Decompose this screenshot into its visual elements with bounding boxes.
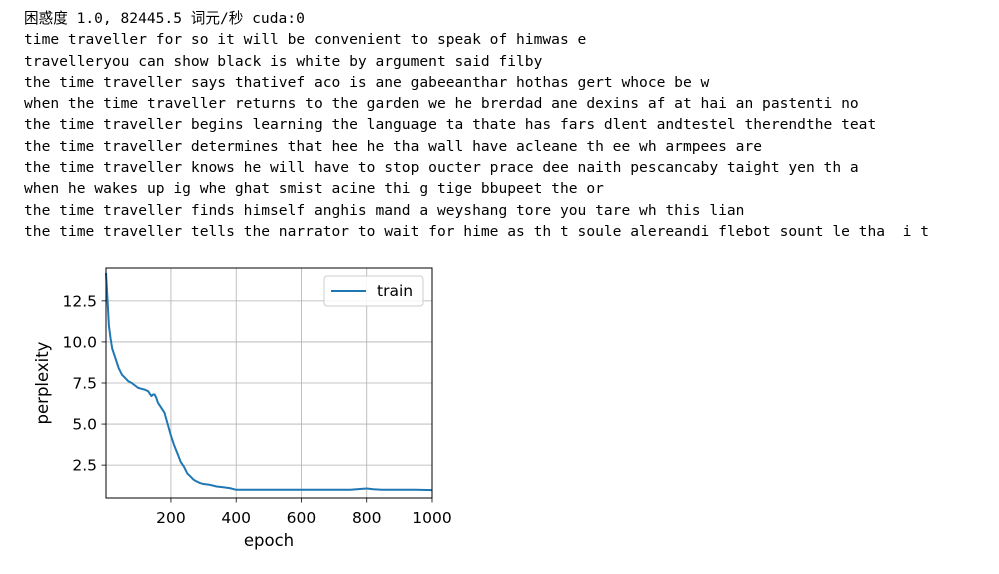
output-line: the time traveller begins learning the l… bbox=[24, 116, 877, 134]
y-tick-label: 7.5 bbox=[72, 375, 97, 393]
y-axis-label: perplexity bbox=[33, 341, 52, 424]
output-line: the time traveller knows he will have to… bbox=[24, 159, 859, 177]
output-line: time traveller for so it will be conveni… bbox=[24, 31, 587, 49]
legend-box bbox=[323, 275, 424, 307]
x-tick-label: 400 bbox=[221, 509, 251, 527]
x-axis-label: epoch bbox=[244, 531, 294, 550]
x-tick-label: 200 bbox=[156, 509, 186, 527]
y-tick-label: 5.0 bbox=[72, 416, 97, 434]
output-line: when he wakes up ig whe ghat smist acine… bbox=[24, 180, 604, 198]
series-line-train bbox=[105, 272, 433, 492]
output-line: the time traveller determines that hee h… bbox=[24, 137, 763, 155]
x-tick-label: 1000 bbox=[412, 509, 451, 527]
output-line: the time traveller tells the narrator to… bbox=[24, 222, 929, 240]
perplexity-speed-readout: 困惑度 1.0, 82445.5 词元/秒 cuda:0 bbox=[24, 10, 305, 27]
plot-frame bbox=[105, 267, 433, 499]
y-tick-label: 10.0 bbox=[62, 333, 97, 351]
legend-label: train bbox=[377, 282, 413, 300]
x-tick-label: 600 bbox=[287, 509, 317, 527]
y-tick-label: 2.5 bbox=[72, 457, 97, 475]
output-line: the time traveller says thativef aco is … bbox=[24, 73, 710, 91]
output-line: when the time traveller returns to the g… bbox=[24, 95, 859, 113]
output-line: travelleryou can show black is white by … bbox=[24, 52, 543, 70]
x-tick-label: 800 bbox=[352, 509, 382, 527]
output-line: the time traveller finds himself anghis … bbox=[24, 201, 745, 219]
y-tick-label: 12.5 bbox=[62, 292, 97, 310]
training-output: 困惑度 1.0, 82445.5 词元/秒 cuda:0 time travell… bbox=[24, 8, 929, 242]
